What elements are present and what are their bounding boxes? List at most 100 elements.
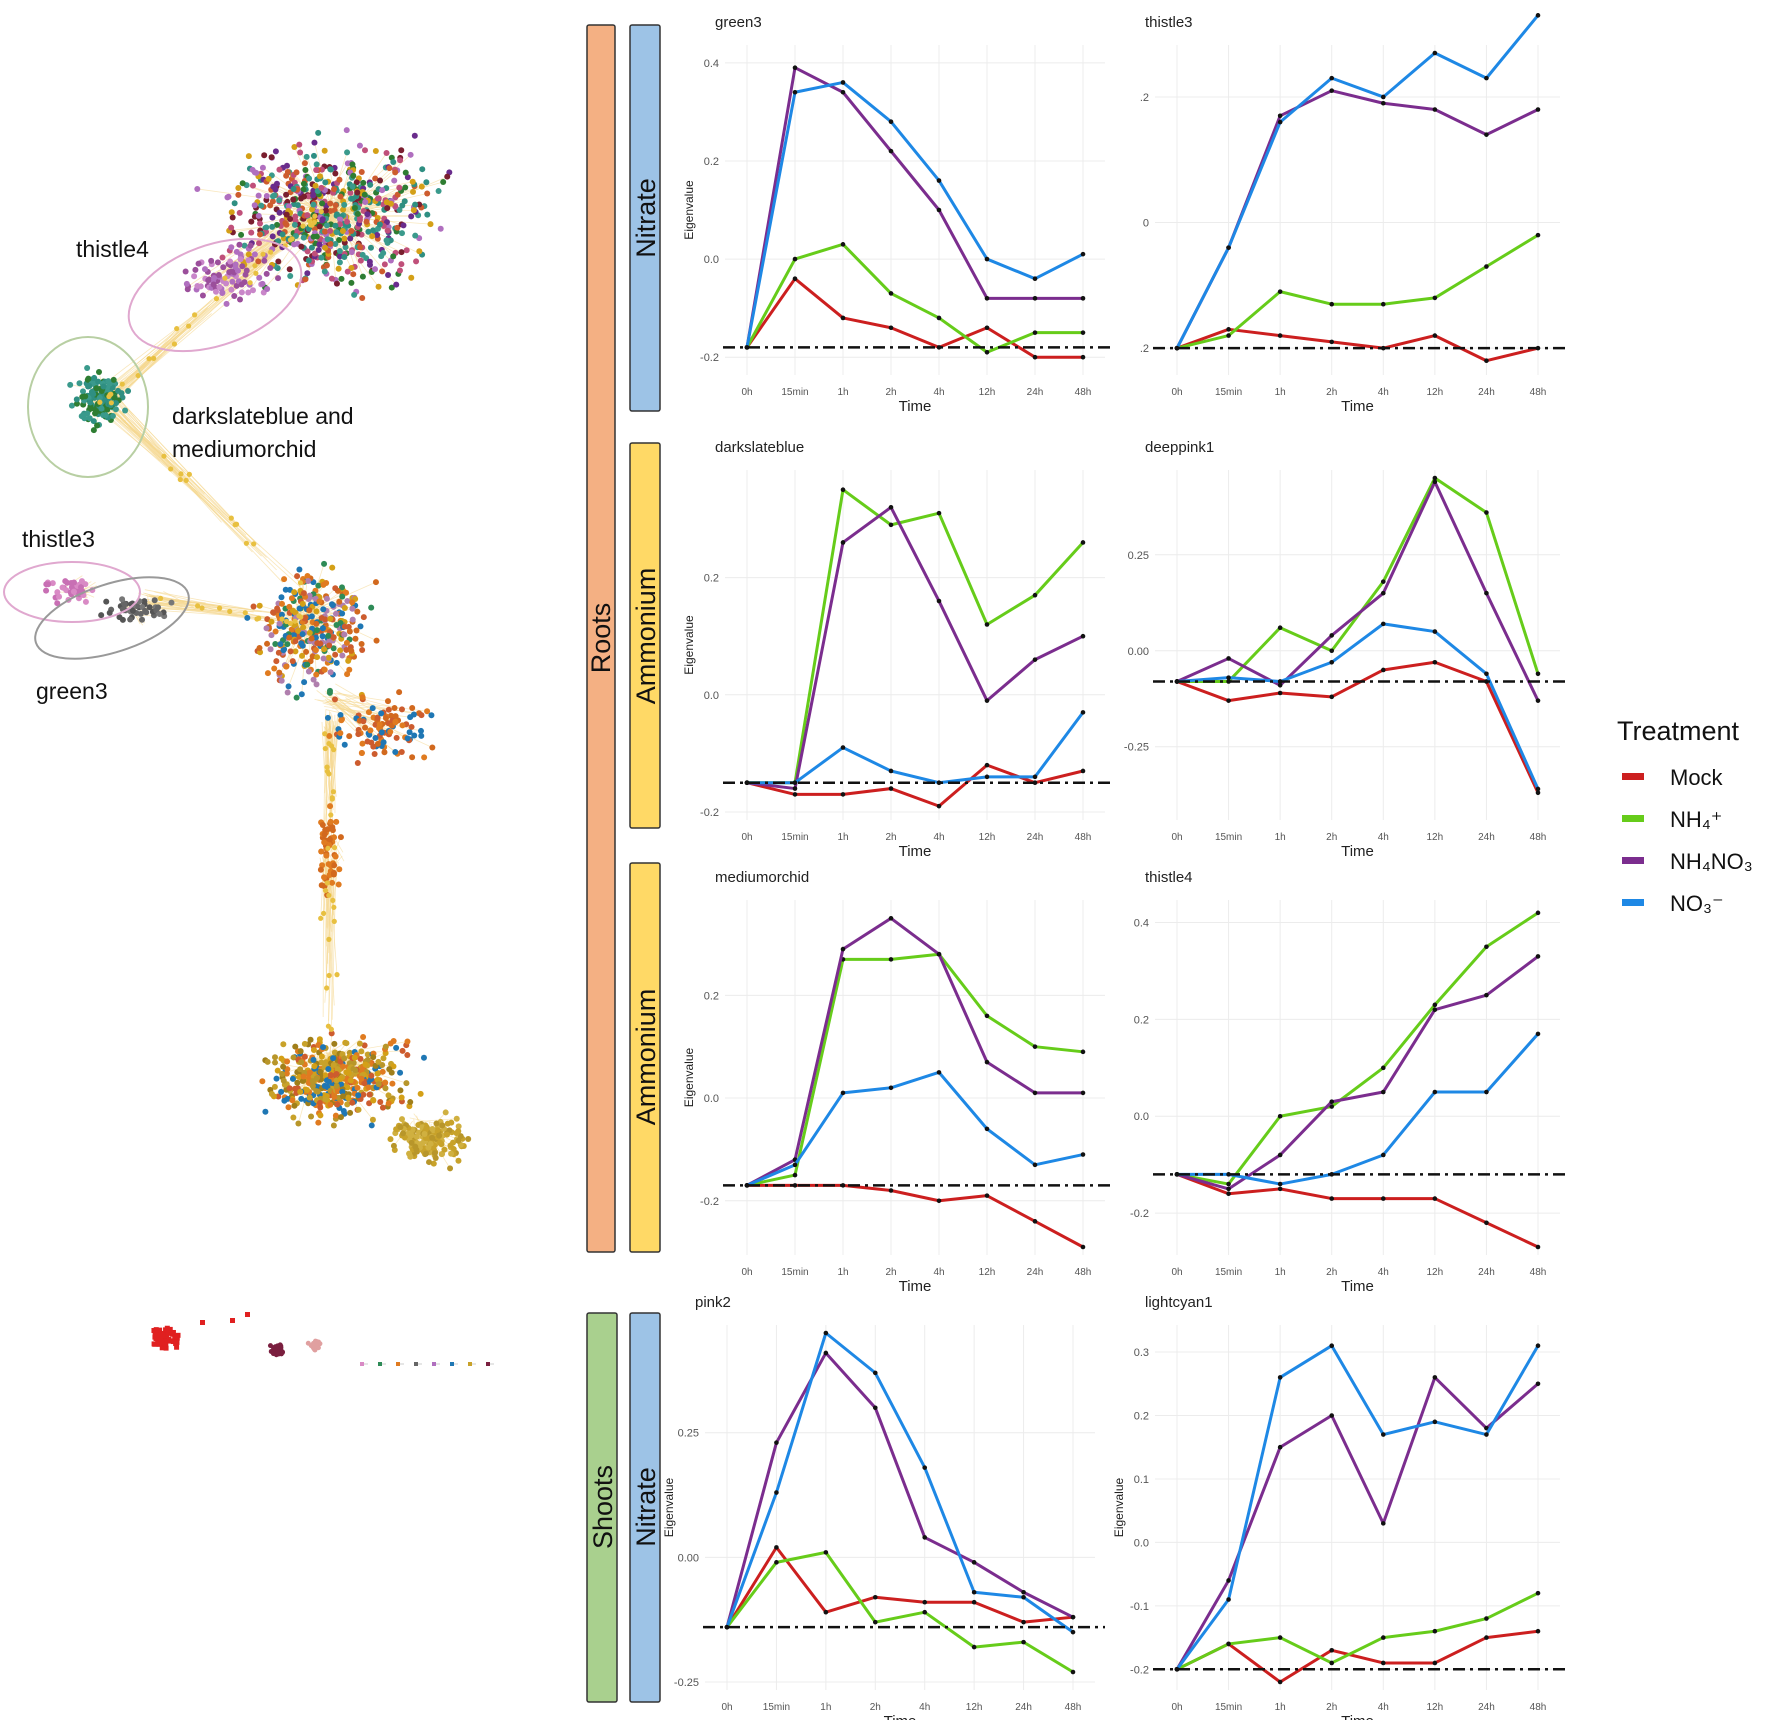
x-tick-label: 1h bbox=[820, 1702, 831, 1713]
y-tick-label: -0.2 bbox=[700, 1196, 719, 1208]
series-mock bbox=[1174, 1628, 1541, 1685]
x-tick-label: 48h bbox=[1075, 832, 1092, 843]
thistle3-ellipse bbox=[3, 561, 141, 623]
data-point bbox=[1484, 510, 1489, 515]
x-tick-label: 1h bbox=[1275, 387, 1286, 398]
data-point bbox=[1070, 1614, 1076, 1620]
data-point bbox=[792, 256, 798, 262]
data-point bbox=[1277, 1635, 1283, 1640]
y-tick-label: -0.25 bbox=[674, 1677, 699, 1689]
data-point bbox=[792, 1172, 798, 1178]
data-point bbox=[872, 1594, 878, 1600]
data-point bbox=[1432, 659, 1438, 665]
grid bbox=[1155, 900, 1560, 1255]
y-tick-label: 0.0 bbox=[1134, 1537, 1149, 1549]
y-tick-label: 0.2 bbox=[1134, 1410, 1149, 1422]
data-point bbox=[1329, 1647, 1335, 1653]
data-point bbox=[1277, 113, 1283, 119]
legend-item-nh4: NH₄⁺ bbox=[1622, 807, 1722, 832]
x-tick-label: 2h bbox=[1326, 832, 1337, 843]
data-point bbox=[1277, 289, 1283, 294]
data-point bbox=[1080, 296, 1086, 301]
data-point bbox=[1277, 1375, 1283, 1380]
data-point bbox=[888, 119, 894, 124]
roots-bar: Roots bbox=[586, 24, 616, 1253]
data-point bbox=[1484, 132, 1489, 137]
series-nh4no3 bbox=[744, 504, 1086, 791]
data-point bbox=[1380, 667, 1386, 673]
series-nh4no3 bbox=[1174, 88, 1541, 351]
data-point bbox=[1432, 107, 1438, 112]
x-tick-label: 48h bbox=[1530, 387, 1547, 398]
data-point bbox=[984, 1126, 990, 1132]
chart-thistle4: thistle4 -0.2 0.0 0.2 0.4 0h 15min 1h 2h 4h 12h 24h… bbox=[1130, 869, 1570, 1295]
x-axis-title: Time bbox=[1341, 843, 1374, 860]
x-tick-label: 4h bbox=[1378, 1267, 1389, 1278]
x-axis-title: Time bbox=[884, 1713, 917, 1720]
x-tick-label: 24h bbox=[1478, 1702, 1495, 1713]
chart-title: darkslateblue bbox=[715, 439, 804, 456]
data-point bbox=[1484, 1432, 1489, 1437]
y-axis-title: Eigenvalue bbox=[1112, 1477, 1126, 1537]
y-tick-label: -0.2 bbox=[700, 352, 719, 364]
data-point bbox=[936, 1198, 942, 1204]
data-point bbox=[823, 1550, 829, 1555]
x-tick-label: 12h bbox=[979, 1267, 996, 1278]
x-tick-label: 48h bbox=[1530, 1702, 1547, 1713]
series-line bbox=[1176, 955, 1539, 1191]
data-point bbox=[1226, 327, 1231, 332]
data-point bbox=[1432, 629, 1438, 634]
y-tick-label: 0.25 bbox=[1128, 550, 1149, 562]
x-tick-label: 12h bbox=[966, 1702, 983, 1713]
data-point bbox=[1535, 786, 1541, 792]
shoots-bar: Shoots bbox=[586, 1312, 618, 1703]
data-point bbox=[984, 698, 990, 703]
green3-ellipse bbox=[34, 576, 190, 660]
data-point bbox=[1080, 1049, 1086, 1055]
thistle4-ellipse bbox=[127, 237, 303, 353]
chart-title: lightcyan1 bbox=[1145, 1294, 1213, 1311]
data-point bbox=[1329, 633, 1335, 638]
data-point bbox=[984, 774, 990, 780]
data-point bbox=[1329, 1196, 1335, 1201]
thistle3-label: thistle3 bbox=[22, 526, 95, 552]
data-point bbox=[971, 1644, 977, 1650]
data-point bbox=[1226, 333, 1231, 338]
data-point bbox=[1226, 656, 1231, 661]
y-tick-label: 0.2 bbox=[704, 156, 719, 168]
data-point bbox=[1277, 1679, 1283, 1685]
data-point bbox=[1226, 1597, 1231, 1602]
x-tick-label: 0h bbox=[1171, 1702, 1182, 1713]
y-tick-label: 0.2 bbox=[704, 573, 719, 585]
data-point bbox=[888, 325, 894, 331]
series-line bbox=[747, 711, 1085, 785]
data-point bbox=[888, 786, 894, 791]
series-mock bbox=[744, 1183, 1086, 1250]
data-point bbox=[1021, 1619, 1026, 1625]
chart-mediumorchid: mediumorchid -0.2 0.0 0.2 0h 15min 1h 2h 4h 12h 24… bbox=[682, 869, 1115, 1295]
network-edges bbox=[57, 142, 494, 1365]
data-point bbox=[1484, 75, 1489, 81]
data-point bbox=[888, 522, 894, 528]
y-tick-label: -0.2 bbox=[1130, 1208, 1149, 1220]
data-point bbox=[1484, 944, 1489, 950]
roots-bar-label: Roots bbox=[586, 603, 616, 674]
series-line bbox=[1175, 1375, 1539, 1671]
series-no3 bbox=[744, 1070, 1086, 1188]
treatment-legend: Treatment Mock NH₄⁺ NH₄NO₃ NO₃⁻ bbox=[1617, 716, 1753, 916]
data-point bbox=[1032, 354, 1038, 360]
series-line bbox=[1176, 622, 1540, 790]
data-point bbox=[936, 178, 942, 183]
y-tick-label: 0.4 bbox=[1134, 918, 1149, 930]
data-point bbox=[1021, 1639, 1026, 1645]
x-tick-label: 2h bbox=[1326, 387, 1337, 398]
data-point bbox=[1329, 1104, 1335, 1109]
data-point bbox=[984, 622, 990, 627]
y-tick-label: 0.2 bbox=[704, 990, 719, 1002]
x-tick-label: 48h bbox=[1530, 1267, 1547, 1278]
data-point bbox=[1380, 621, 1386, 627]
data-point bbox=[1080, 1244, 1086, 1250]
data-point bbox=[1070, 1629, 1076, 1635]
data-point bbox=[792, 786, 798, 791]
